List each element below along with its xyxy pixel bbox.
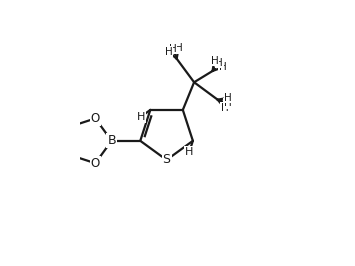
Text: S: S [163,153,170,167]
Text: H: H [219,62,226,72]
Text: H: H [185,147,193,157]
Text: B: B [107,134,116,147]
Text: H: H [165,47,173,57]
Text: H: H [224,93,232,103]
Text: H: H [224,98,231,108]
Text: H: H [220,103,228,113]
Text: H: H [137,112,145,122]
Text: O: O [91,112,100,125]
Text: H: H [169,44,177,54]
Text: H: H [175,43,182,53]
Text: H: H [211,56,218,65]
Text: H: H [215,58,223,68]
Text: O: O [91,157,100,170]
